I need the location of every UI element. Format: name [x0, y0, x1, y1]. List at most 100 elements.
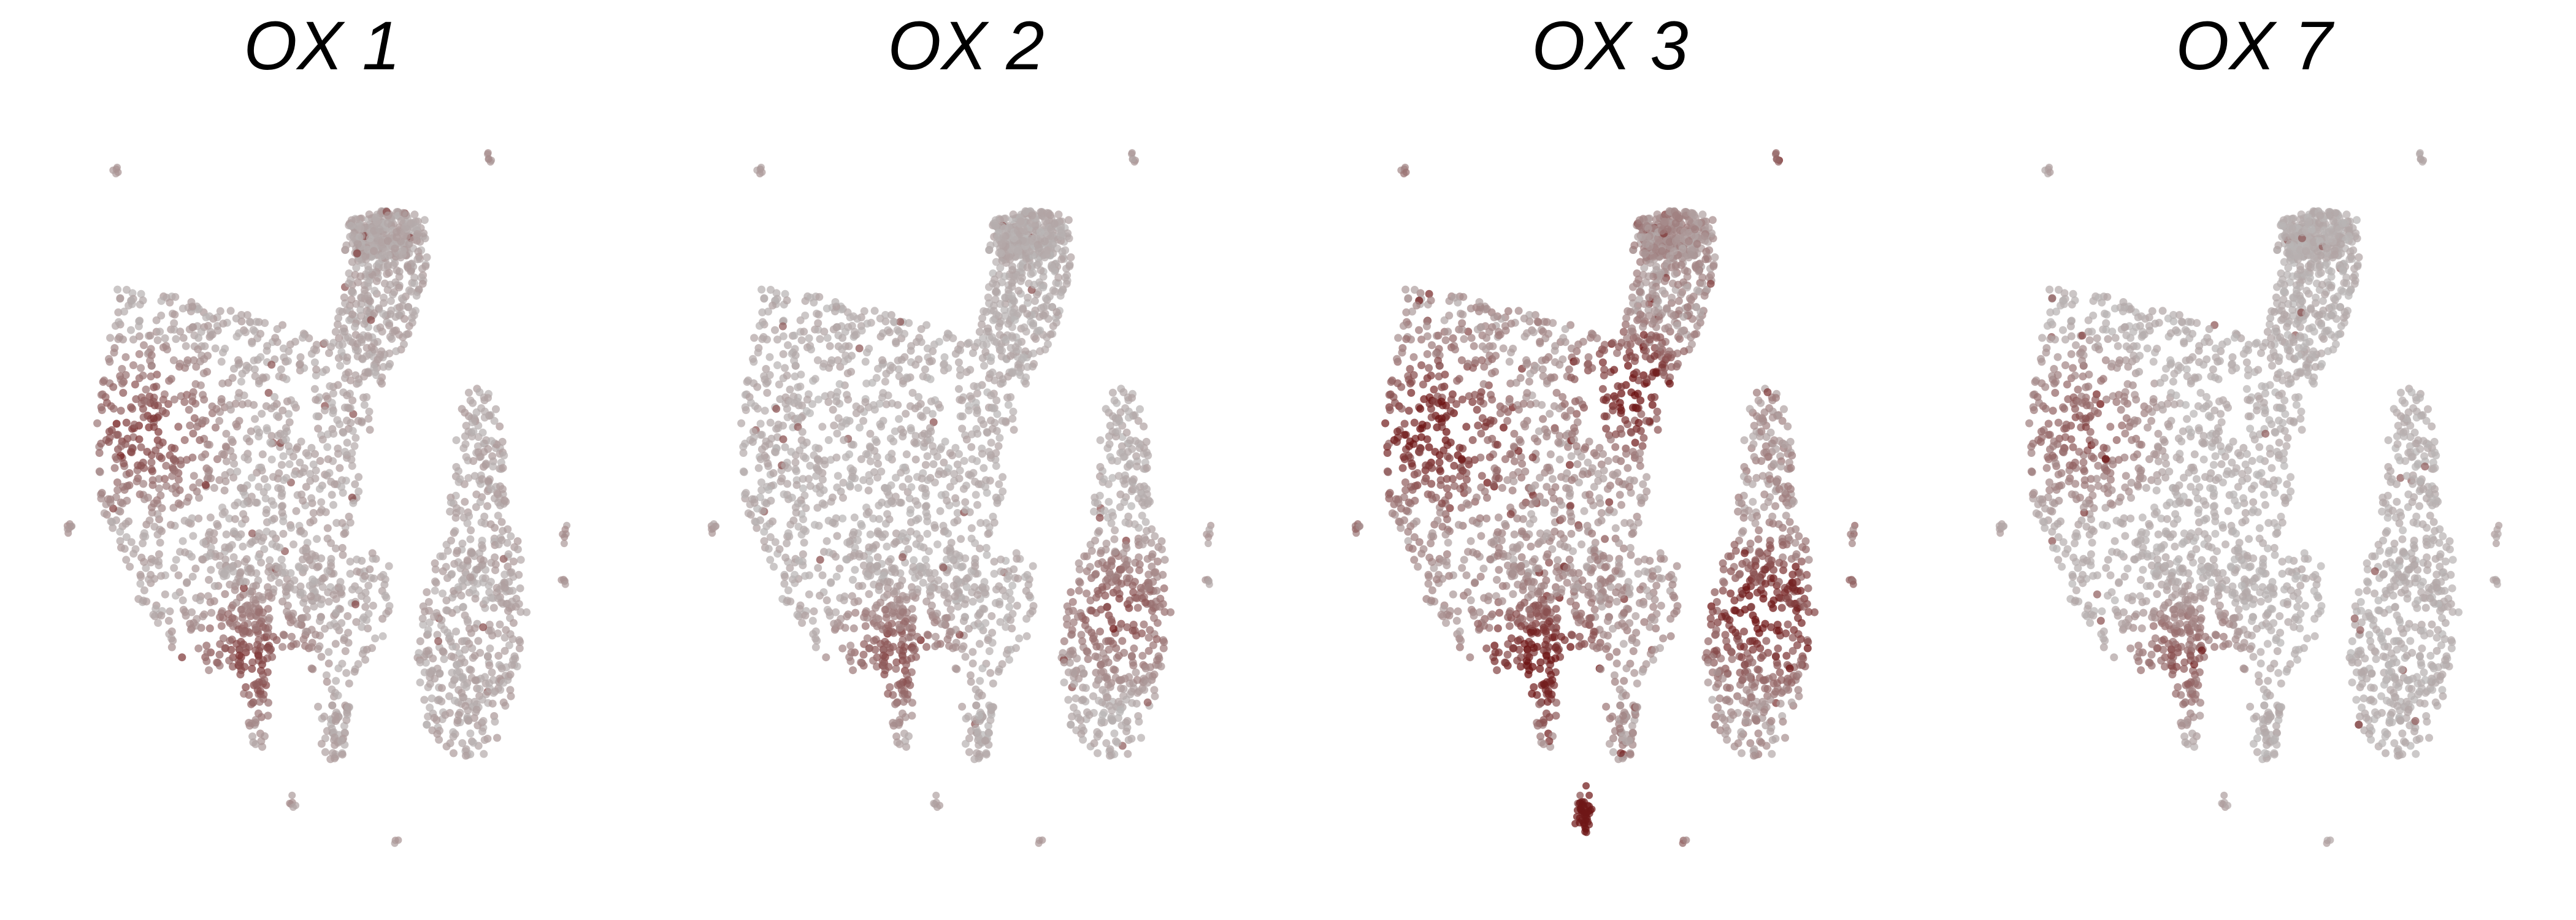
cell-point [194, 334, 203, 342]
cell-point [958, 702, 967, 711]
cell-point [754, 348, 762, 357]
cell-point [753, 524, 761, 532]
cell-point [169, 356, 178, 364]
cell-point [149, 397, 158, 406]
cell-point [1065, 262, 1074, 270]
cell-point [997, 240, 1006, 248]
cell-point [756, 420, 765, 428]
cell-point [314, 424, 323, 433]
cell-point [402, 330, 411, 339]
cell-point [884, 689, 892, 698]
cell-point [1080, 552, 1089, 561]
cell-point [769, 469, 778, 477]
cell-point [1056, 291, 1065, 300]
cell-point [943, 614, 951, 622]
cell-point [1138, 540, 1147, 549]
cell-point [352, 618, 361, 626]
cell-point [957, 563, 965, 572]
cell-point [981, 737, 989, 745]
cell-point [835, 564, 844, 573]
cell-point [1000, 305, 1009, 314]
cell-point [315, 617, 324, 625]
cell-point [307, 592, 315, 600]
cell-point [277, 461, 286, 469]
cell-point [850, 513, 859, 522]
cell-point [892, 732, 901, 741]
cell-point [443, 546, 452, 555]
cell-point [884, 558, 893, 566]
cell-point [865, 644, 874, 653]
cell-point [1023, 310, 1032, 318]
cell-point [956, 396, 964, 404]
cell-point [485, 661, 494, 670]
cell-point [236, 670, 245, 679]
cell-point [1117, 565, 1125, 574]
cell-point [174, 475, 183, 484]
cell-point [882, 400, 891, 408]
cell-point [113, 486, 122, 494]
cell-point [1205, 533, 1213, 541]
cell-point [337, 483, 346, 491]
cell-point [1167, 608, 1175, 616]
cell-point [120, 545, 129, 553]
cell-point [312, 366, 321, 374]
cell-point [103, 399, 111, 407]
cell-point [955, 450, 963, 458]
cell-point [462, 751, 470, 760]
cell-point [425, 668, 434, 677]
cell-point [215, 416, 224, 425]
cell-point [283, 585, 291, 593]
cell-point [347, 376, 355, 385]
cell-point [407, 220, 415, 228]
cell-point [117, 442, 126, 450]
cell-point [1073, 654, 1081, 663]
cell-point [245, 629, 254, 637]
cell-point [385, 562, 393, 570]
cell-point [1005, 603, 1014, 611]
cell-point [481, 596, 490, 605]
cell-point [942, 334, 951, 342]
cell-point [278, 597, 287, 606]
cell-point [1009, 210, 1018, 219]
cell-point [137, 553, 146, 562]
cell-point [972, 491, 980, 499]
cell-point [195, 494, 203, 502]
cell-point [834, 472, 842, 480]
cell-point [321, 748, 329, 756]
cell-point [364, 415, 373, 423]
cell-point [943, 589, 951, 597]
cell-point [497, 598, 505, 607]
cell-point [118, 379, 126, 388]
cell-point [348, 462, 356, 470]
cell-point [1141, 664, 1150, 673]
cell-point [910, 438, 919, 447]
cell-point [254, 709, 263, 718]
cell-point [862, 450, 870, 458]
cell-point [1037, 228, 1045, 236]
cell-point [317, 554, 326, 562]
cell-point [378, 632, 387, 640]
cell-point [753, 383, 762, 391]
cell-point [1117, 580, 1125, 588]
cell-point [292, 507, 301, 515]
cell-point [1087, 546, 1096, 555]
cell-point [336, 361, 344, 370]
cell-point [1006, 351, 1015, 360]
cell-point [307, 443, 316, 452]
cell-point [230, 459, 239, 468]
cell-point [167, 627, 176, 635]
cell-point [220, 486, 229, 495]
cell-point [814, 564, 822, 572]
cell-point [891, 493, 900, 501]
cell-points [63, 149, 571, 847]
cell-point [317, 653, 326, 661]
cell-point [361, 252, 370, 261]
cell-point [827, 579, 835, 588]
cell-point [992, 585, 1000, 594]
cell-point [926, 375, 935, 383]
cell-point [170, 395, 178, 404]
cell-point [1100, 475, 1108, 483]
cell-point [105, 427, 113, 436]
cell-point [113, 478, 121, 486]
cell-point [176, 500, 185, 509]
